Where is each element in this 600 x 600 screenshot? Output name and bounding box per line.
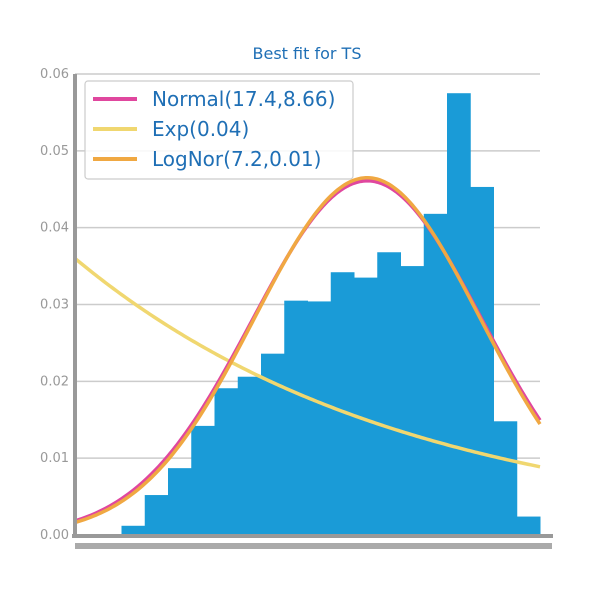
- y-tick-label: 0.02: [40, 374, 69, 389]
- series-line: [74, 175, 542, 525]
- y-tick-labels: 0.00 0.01 0.02 0.03 0.04 0.05 0.06: [40, 67, 69, 543]
- histogram-bar: [237, 376, 262, 535]
- histogram-bar: [168, 468, 192, 535]
- y-tick-label: 0.03: [40, 298, 69, 313]
- histogram-bar: [330, 272, 355, 535]
- histogram-bar: [261, 353, 285, 535]
- histogram-bar: [284, 300, 308, 535]
- histogram-bar: [516, 516, 541, 535]
- histogram-bar: [470, 186, 494, 535]
- legend-entry: LogNor(7.2,0.01): [152, 147, 321, 171]
- histogram-bar: [121, 525, 146, 535]
- axes: [72, 74, 553, 549]
- fit-curves: [73, 175, 542, 525]
- histogram-bar: [423, 213, 448, 535]
- legend-box: [84, 80, 354, 180]
- series-line: [73, 257, 541, 469]
- histogram-bar: [214, 388, 239, 535]
- y-tick-label: 0.05: [40, 144, 69, 159]
- histogram-bar: [377, 252, 401, 535]
- histogram-bar: [307, 301, 332, 535]
- histogram-bar: [493, 421, 518, 535]
- legend-entry: Normal(17.4,8.66): [152, 87, 335, 111]
- legend-entry: Exp(0.04): [152, 117, 249, 141]
- chart-title: Best fit for TS: [253, 44, 362, 63]
- x-tick-band: [75, 543, 552, 549]
- histogram-bars: [121, 93, 541, 535]
- histogram-bar: [447, 93, 471, 535]
- histogram-bar: [191, 425, 215, 535]
- y-tick-label: 0.06: [40, 67, 69, 82]
- y-tick-label: 0.04: [40, 221, 69, 236]
- histogram-bar: [354, 277, 378, 535]
- y-tick-label: 0.00: [40, 528, 69, 543]
- histogram-bar: [144, 495, 169, 535]
- y-tick-label: 0.01: [40, 451, 69, 466]
- legend: Normal(17.4,8.66) Exp(0.04) LogNor(7.2,0.0…: [84, 80, 354, 180]
- histogram-bar: [400, 266, 425, 535]
